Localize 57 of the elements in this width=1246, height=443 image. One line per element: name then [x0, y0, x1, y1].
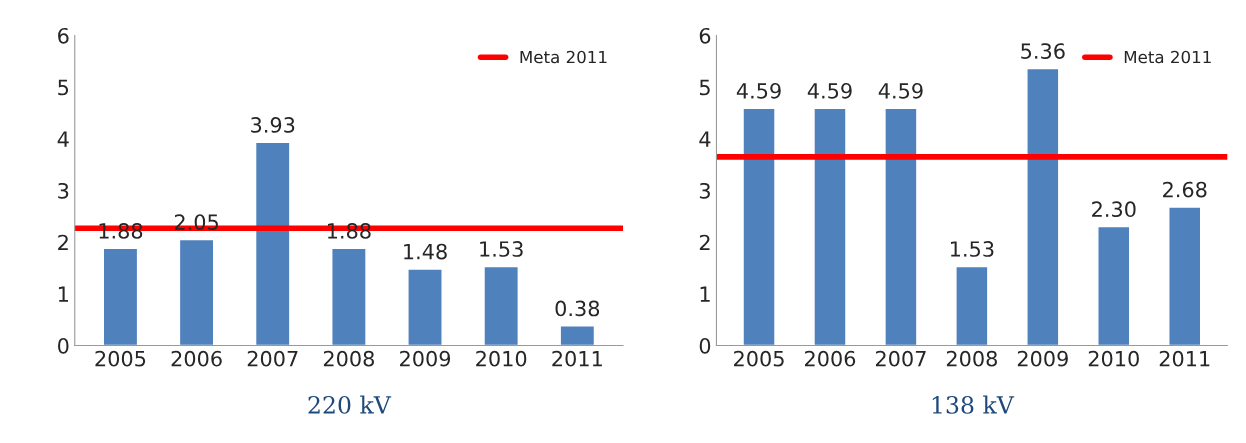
x-tick-label: 2006 — [804, 350, 856, 367]
bar — [813, 107, 847, 346]
legend-label: Meta 2011 — [1124, 50, 1211, 64]
legend-label: Meta 2011 — [520, 50, 607, 64]
bar — [884, 107, 918, 346]
data-label: 0.38 — [555, 300, 600, 317]
y-tick-label: 2 — [699, 234, 710, 251]
data-label: 4.59 — [736, 82, 781, 99]
x-tick-label: 2011 — [1159, 350, 1210, 367]
y-tick-label: 0 — [699, 337, 711, 354]
data-label: 1.48 — [404, 243, 447, 260]
x-tick-label: 2005 — [95, 350, 146, 367]
x-axis-title: 138 kV — [932, 395, 1015, 414]
bar — [742, 107, 776, 346]
bar — [559, 325, 596, 346]
x-tick-label: 2009 — [400, 350, 451, 367]
y-tick-label: 0 — [58, 337, 69, 354]
bar — [1026, 67, 1060, 346]
y-tick-label: 4 — [57, 131, 69, 147]
bar — [1097, 225, 1131, 346]
bar — [331, 247, 367, 346]
bar — [254, 141, 291, 346]
x-tick-label: 2010 — [476, 350, 527, 367]
y-tick-label: 3 — [699, 182, 710, 199]
bar — [955, 265, 989, 346]
x-tick-label: 2010 — [1088, 350, 1139, 367]
data-label: 2.68 — [1163, 181, 1207, 198]
y-tick-label: 3 — [58, 182, 69, 199]
y-tick-label: 6 — [699, 27, 711, 44]
x-tick-label: 2008 — [946, 350, 997, 367]
bar — [483, 265, 519, 346]
y-tick-label: 1 — [700, 286, 710, 302]
y-tick-label: 1 — [58, 286, 68, 302]
x-tick-label: 2006 — [171, 350, 222, 367]
bar — [178, 238, 215, 346]
x-tick-label: 2007 — [247, 350, 298, 367]
x-tick-label: 2009 — [1017, 350, 1068, 367]
x-tick-label: 2007 — [875, 350, 926, 367]
y-tick-label: 2 — [58, 234, 68, 251]
bar — [1168, 206, 1202, 346]
y-tick-label: 5 — [699, 79, 710, 96]
data-label: 2.30 — [1092, 201, 1136, 218]
x-tick-label: 2008 — [323, 350, 374, 367]
y-tick-label: 4 — [699, 131, 711, 147]
y-tick-label: 5 — [58, 79, 69, 96]
data-label: 4.59 — [807, 82, 852, 99]
bar — [407, 268, 443, 346]
y-tick-label: 6 — [58, 27, 69, 44]
data-label: 1.53 — [480, 241, 523, 257]
bar — [102, 247, 139, 346]
x-tick-label: 2005 — [734, 350, 784, 367]
data-label: 5.36 — [1021, 43, 1065, 59]
data-label: 1.53 — [950, 241, 994, 257]
data-label: 4.59 — [878, 82, 923, 99]
data-label: 3.93 — [251, 117, 295, 133]
x-tick-label: 2011 — [552, 350, 602, 367]
x-axis-title: 220 kV — [308, 395, 392, 414]
